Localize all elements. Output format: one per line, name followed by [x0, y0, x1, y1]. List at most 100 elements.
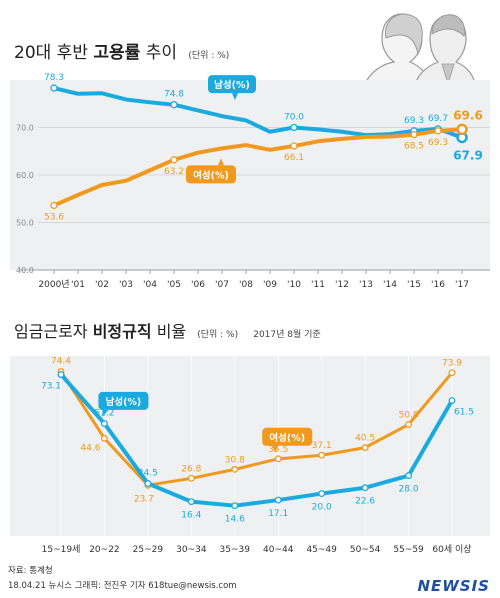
- chart1-point: [434, 127, 442, 135]
- chart1-point: [456, 123, 468, 136]
- chart2-data-label: 61.5: [454, 408, 474, 418]
- chart2-point: [187, 474, 195, 482]
- chart1-unit: (단위 : %): [188, 51, 230, 61]
- chart1-point: [290, 123, 298, 132]
- chart2-point: [361, 444, 369, 452]
- chart1-x-tick: '03: [119, 280, 133, 290]
- chart2-point: [187, 498, 195, 506]
- chart2-x-tick: 35~39: [220, 545, 251, 555]
- chart1-plot: 40.0 50.0 60.0 70.0 2000년 '01 '02 '03 '04 '05 '06 '…: [10, 73, 490, 290]
- chart2-legend-male-pointer: [102, 409, 109, 417]
- chart2-data-label: 74.4: [51, 357, 71, 367]
- chart1-legend-female-box: [186, 165, 236, 184]
- chart1-x-tick: '07: [215, 280, 229, 290]
- chart1-data-label: 70.0: [284, 113, 304, 123]
- chart2-note: 2017년 8월 기준: [253, 330, 321, 340]
- chart1-x-tick: '16: [431, 280, 445, 290]
- chart2-point: [405, 421, 413, 428]
- chart2-point: [231, 502, 239, 510]
- chart2-title-bold: 비정규직: [92, 322, 152, 341]
- chart2-x-tick: 40~44: [263, 545, 294, 555]
- chart2-data-label: 16.4: [181, 511, 201, 521]
- chart1-point: [170, 156, 178, 164]
- chart1-data-label: 69.3: [428, 138, 448, 148]
- chart1-title-tail: 추이: [145, 43, 177, 63]
- chart1-series-line: [53, 127, 463, 208]
- chart2-data-label: 20.0: [312, 503, 332, 513]
- chart1-title-light: 20대 후반: [14, 43, 88, 63]
- chart1-legend-male-box: [208, 75, 256, 94]
- chart1-x-tick: '12: [335, 280, 349, 290]
- chart1-data-label: 63.2: [164, 167, 184, 177]
- chart1-x-tick: '14: [383, 280, 397, 290]
- chart1-data-label: 78.3: [44, 73, 64, 83]
- chart1-x-tick: '05: [167, 280, 181, 290]
- chart1-x-tick: 2000년: [38, 279, 69, 290]
- chart2-legend-female-box: [262, 427, 313, 446]
- chart2-data-label: 73.1: [41, 382, 61, 392]
- chart1-title-bold: 고용률: [93, 43, 141, 63]
- chart1-data-label: 67.9: [453, 148, 483, 162]
- chart2-data-label: 28.0: [399, 485, 419, 495]
- chart1-data-label: 53.6: [44, 212, 64, 222]
- chart1-point: [50, 84, 58, 92]
- couple-illustration: [361, 13, 478, 99]
- chart2-data-label: 23.7: [134, 494, 154, 504]
- chart2-data-label: 50.8: [399, 411, 419, 421]
- chart2-data-label: 17.1: [268, 509, 288, 519]
- chart2-point: [57, 371, 65, 378]
- chart2-x-tick: 25~29: [133, 545, 164, 555]
- chart2-point: [231, 465, 239, 473]
- chart2-series-line: [59, 370, 454, 487]
- chart1-data-label: 69.7: [428, 114, 448, 124]
- chart1-legend-female: 여성(%): [193, 169, 229, 181]
- chart1-y-tick: 50.0: [16, 219, 34, 228]
- chart1-point: [290, 142, 298, 150]
- chart2-plot: 15~19세 20~22 25~29 30~34 35~39 40~44 45~49 50~5…: [10, 356, 490, 555]
- chart2-point: [100, 434, 108, 442]
- chart2-data-label: 40.5: [355, 434, 375, 444]
- chart2-data-label: 44.6: [80, 443, 100, 453]
- chart2-data-label: 24.5: [138, 468, 158, 478]
- chart2-point: [405, 472, 413, 480]
- chart1-series-line: [53, 86, 463, 140]
- chart2-data-label: 26.8: [181, 464, 201, 474]
- chart2-legend-female-pointer: [272, 445, 279, 453]
- chart1-x-tick: '15: [407, 280, 421, 290]
- chart2-x-tick: 50~54: [350, 545, 381, 555]
- chart2-title: 임금근로자 비정규직 비율 (단위 : %) 2017년 8월 기준: [14, 318, 321, 342]
- chart2-x-tick: 45~49: [306, 545, 337, 555]
- chart2-title-light: 임금근로자: [14, 322, 88, 341]
- chart1-point: [50, 201, 58, 210]
- chart1-data-label: 74.8: [164, 90, 184, 100]
- chart2-background: [10, 356, 490, 536]
- chart2-legend-male-box: [98, 391, 149, 410]
- chart2-point: [448, 369, 456, 377]
- chart1-data-label: 69.3: [404, 116, 424, 126]
- chart2-point: [274, 496, 282, 504]
- chart2-x-tick: 20~22: [89, 545, 119, 555]
- chart2-series-line: [59, 373, 454, 508]
- chart1-y-tick: 40.0: [16, 266, 34, 275]
- chart2-x-tick: 55~59: [393, 545, 424, 555]
- chart1-data-label: 69.6: [453, 108, 483, 122]
- chart2-data-label: 35.5: [268, 445, 288, 455]
- chart1-y-tick: 60.0: [16, 171, 34, 180]
- chart1-x-tick: '01: [71, 280, 85, 290]
- chart2-point: [361, 484, 369, 492]
- chart1-x-tick: '17: [455, 280, 469, 290]
- chart2-unit: (단위 : %): [197, 330, 239, 340]
- chart2-data-label: 37.1: [312, 441, 332, 451]
- footer-source: 자료: 통계청: [8, 566, 53, 576]
- chart2-x-tick: 30~34: [176, 545, 207, 555]
- chart1-x-tick: '10: [287, 280, 301, 290]
- chart2-x-tick: 15~19세: [42, 544, 81, 555]
- chart2-data-label: 73.9: [442, 359, 462, 369]
- chart2-point: [318, 451, 326, 459]
- newsis-logo: NEWSIS: [417, 577, 490, 595]
- chart1-legend-female-pointer: [218, 158, 224, 166]
- chart1-data-label: 66.1: [284, 153, 304, 163]
- chart1-x-tick: '13: [359, 280, 373, 290]
- chart1-x-tick: '06: [191, 280, 205, 290]
- chart1-legend-male: 남성(%): [214, 79, 250, 91]
